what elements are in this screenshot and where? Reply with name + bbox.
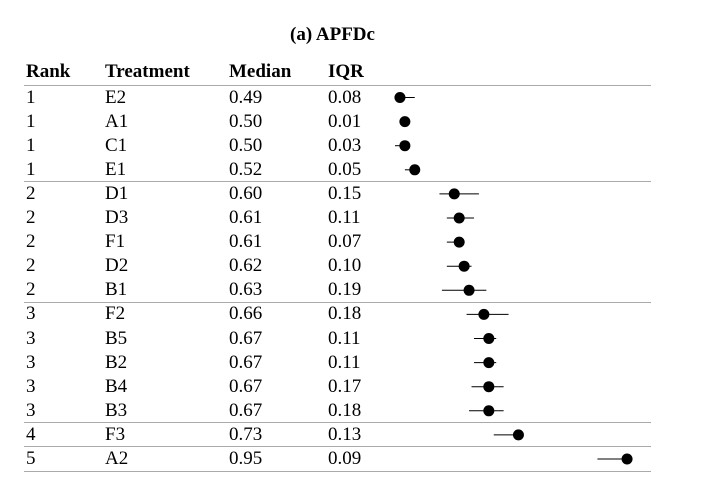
iqr-cell: 0.03: [328, 134, 362, 156]
iqr-cell: 0.09: [328, 448, 362, 469]
median-cell: 0.66: [229, 303, 263, 325]
iqr-cell: 0.01: [328, 110, 362, 132]
rank-cell: 2: [26, 207, 36, 228]
treatment-cell: B4: [105, 375, 128, 397]
rank-cell: 3: [26, 327, 36, 349]
iqr-cell: 0.13: [328, 423, 362, 445]
iqr-cell: 0.18: [328, 303, 362, 325]
iqr-cell: 0.11: [328, 207, 361, 228]
rank-cell: 1: [26, 158, 36, 180]
treatment-cell: F1: [105, 231, 126, 253]
median-point: [483, 405, 495, 417]
median-point: [394, 92, 406, 103]
treatment-cell: B2: [105, 351, 128, 373]
treatment-cell: B5: [105, 327, 128, 349]
rank-cell: 3: [26, 399, 36, 421]
median-cell: 0.50: [229, 110, 263, 132]
rank-cell: 1: [26, 110, 36, 132]
treatment-cell: D3: [105, 207, 129, 228]
median-cell: 0.63: [229, 279, 263, 301]
group-rule: [24, 422, 651, 424]
median-cell: 0.50: [229, 134, 263, 156]
median-cell: 0.60: [229, 182, 263, 204]
header-median: Median: [229, 61, 292, 82]
header-treatment: Treatment: [105, 61, 190, 82]
iqr-cell: 0.11: [328, 327, 361, 349]
rank-cell: 3: [26, 351, 36, 373]
treatment-cell: B1: [105, 279, 128, 301]
iqr-cell: 0.15: [328, 182, 362, 204]
iqr-cell: 0.10: [328, 255, 362, 277]
rank-cell: 2: [26, 231, 36, 253]
median-cell: 0.67: [229, 351, 263, 373]
rank-cell: 1: [26, 134, 36, 156]
median-point: [621, 453, 633, 465]
median-cell: 0.49: [229, 86, 263, 108]
treatment-cell: E2: [105, 86, 127, 108]
rank-cell: 1: [26, 86, 36, 108]
median-cell: 0.67: [229, 327, 263, 349]
median-point: [409, 164, 421, 176]
group-rule: [24, 301, 651, 303]
treatment-cell: A2: [105, 448, 129, 469]
iqr-cell: 0.11: [328, 351, 361, 373]
median-point: [399, 140, 411, 152]
median-point: [453, 212, 465, 224]
group-rule: [24, 470, 651, 472]
treatment-cell: A1: [105, 110, 129, 132]
treatment-cell: F3: [105, 423, 126, 445]
iqr-cell: 0.18: [328, 399, 362, 421]
median-point: [483, 357, 495, 369]
rank-cell: 3: [26, 303, 36, 325]
rank-cell: 2: [26, 255, 36, 277]
median-point: [399, 116, 411, 128]
median-cell: 0.61: [229, 207, 263, 228]
rank-cell: 2: [26, 182, 36, 204]
median-cell: 0.62: [229, 255, 263, 277]
iqr-cell: 0.08: [328, 86, 362, 108]
iqr-cell: 0.17: [328, 375, 362, 397]
median-cell: 0.73: [229, 423, 263, 445]
median-cell: 0.61: [229, 231, 263, 253]
median-point: [478, 308, 490, 320]
median-point: [458, 260, 470, 272]
iqr-cell: 0.19: [328, 279, 362, 301]
median-cell: 0.52: [229, 158, 263, 180]
median-point: [453, 236, 465, 248]
median-cell: 0.95: [229, 448, 263, 469]
median-point: [512, 429, 524, 441]
header-rank: Rank: [26, 61, 71, 82]
group-rule: [24, 181, 651, 183]
treatment-cell: F2: [105, 303, 126, 325]
header-rule: [24, 85, 651, 86]
median-cell: 0.67: [229, 399, 263, 421]
rank-cell: 5: [26, 448, 36, 469]
treatment-cell: C1: [105, 134, 128, 156]
rank-cell: 4: [26, 423, 36, 445]
rank-cell: 2: [26, 279, 36, 301]
median-point: [448, 188, 460, 200]
treatment-cell: D1: [105, 182, 129, 204]
iqr-cell: 0.07: [328, 231, 362, 253]
header-iqr: IQR: [328, 61, 364, 82]
median-point: [483, 381, 495, 393]
rank-cell: 3: [26, 375, 36, 397]
median-point: [463, 284, 475, 296]
treatment-cell: B3: [105, 399, 128, 421]
treatment-cell: D2: [105, 255, 129, 277]
median-cell: 0.67: [229, 375, 263, 397]
chart-title: (a) APFDc: [290, 24, 375, 45]
treatment-cell: E1: [105, 158, 127, 180]
median-point: [483, 333, 495, 344]
group-rule: [24, 446, 651, 448]
iqr-cell: 0.05: [328, 158, 362, 180]
